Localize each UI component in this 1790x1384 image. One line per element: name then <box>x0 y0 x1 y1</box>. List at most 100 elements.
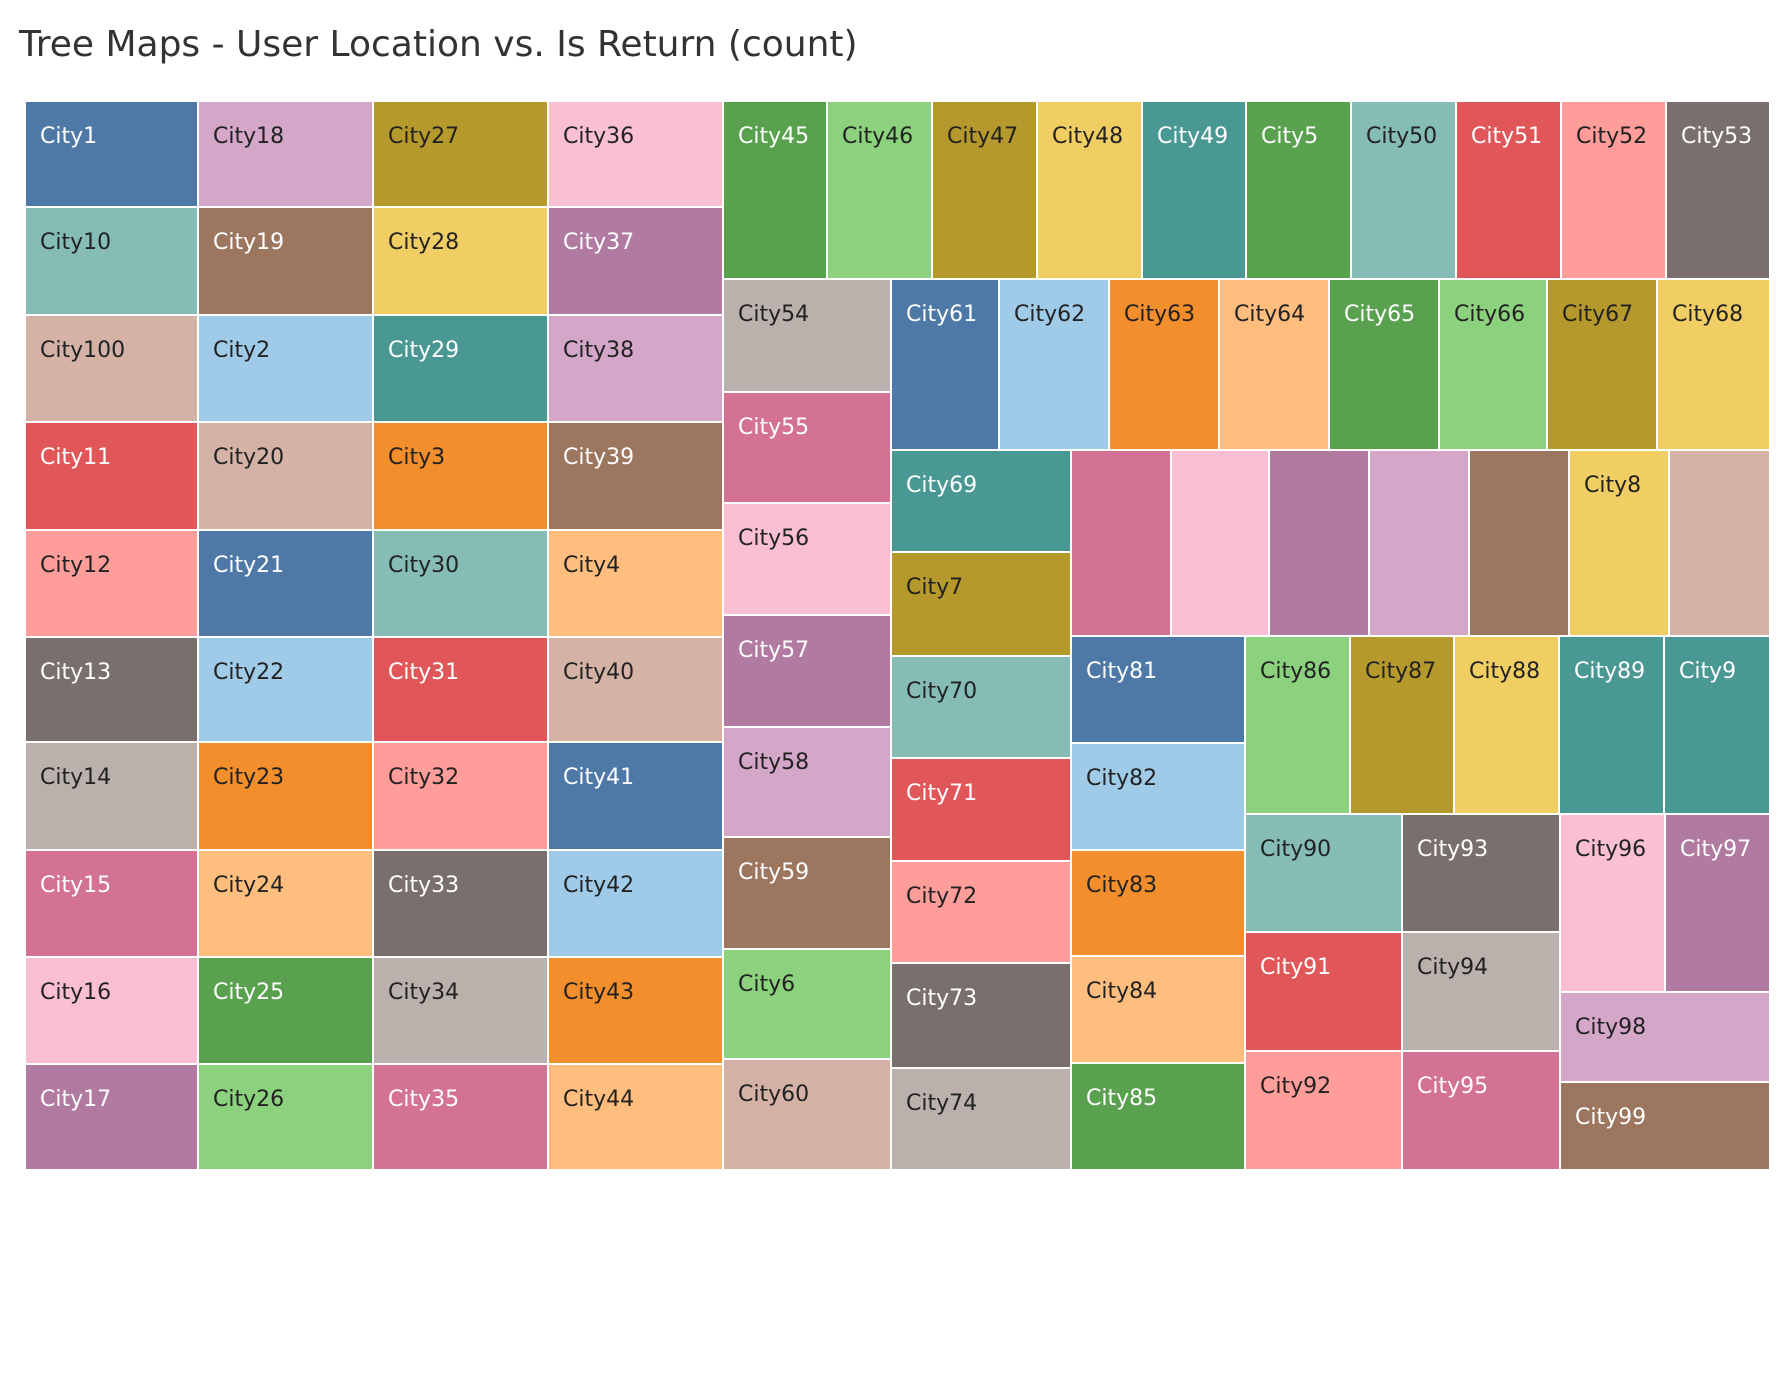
tile-city58[interactable] <box>722 726 892 838</box>
tile-city25[interactable] <box>197 956 374 1065</box>
tile-city40[interactable] <box>547 636 724 743</box>
tile-city70[interactable] <box>890 655 1072 759</box>
tile-city38[interactable] <box>547 314 724 423</box>
tile-city2[interactable] <box>197 314 374 423</box>
tile-city62[interactable] <box>998 278 1110 451</box>
tile-city92[interactable] <box>1244 1050 1403 1171</box>
tile-city56[interactable] <box>722 502 892 616</box>
tile-city13[interactable] <box>24 636 199 743</box>
tile-city72[interactable] <box>890 860 1072 964</box>
tile-city37[interactable] <box>547 206 724 316</box>
tile-city46[interactable] <box>826 100 933 280</box>
tile-city24[interactable] <box>197 849 374 958</box>
tile-city52[interactable] <box>1560 100 1667 280</box>
tile-city95[interactable] <box>1401 1050 1561 1171</box>
tile-city94[interactable] <box>1401 931 1561 1052</box>
tile-city43[interactable] <box>547 956 724 1065</box>
tile-city6[interactable] <box>722 948 892 1060</box>
tile-city16[interactable] <box>24 956 199 1065</box>
tile-unlabeled-79[interactable] <box>1668 449 1771 637</box>
tile-label-city25: City25 <box>213 980 284 1005</box>
tile-city18[interactable] <box>197 100 374 208</box>
tile-city98[interactable] <box>1559 991 1771 1083</box>
tile-city15[interactable] <box>24 849 199 958</box>
tile-unlabeled-74[interactable] <box>1170 449 1270 637</box>
tile-unlabeled-75[interactable] <box>1268 449 1370 637</box>
tile-city96[interactable] <box>1559 813 1666 993</box>
tile-unlabeled-73[interactable] <box>1070 449 1172 637</box>
tile-city50[interactable] <box>1350 100 1457 280</box>
tile-city39[interactable] <box>547 421 724 531</box>
tile-city45[interactable] <box>722 100 828 280</box>
tile-city81[interactable] <box>1070 635 1246 744</box>
tile-city97[interactable] <box>1664 813 1771 993</box>
tile-city69[interactable] <box>890 449 1072 553</box>
tile-city3[interactable] <box>372 421 549 531</box>
tile-city55[interactable] <box>722 391 892 504</box>
tile-city31[interactable] <box>372 636 549 743</box>
tile-city51[interactable] <box>1455 100 1562 280</box>
tile-city7[interactable] <box>890 551 1072 657</box>
tile-city88[interactable] <box>1453 635 1560 815</box>
tile-city21[interactable] <box>197 529 374 638</box>
tile-city8[interactable] <box>1568 449 1670 637</box>
tile-city99[interactable] <box>1559 1081 1771 1171</box>
tile-city41[interactable] <box>547 741 724 851</box>
tile-city53[interactable] <box>1665 100 1771 280</box>
tile-city90[interactable] <box>1244 813 1403 933</box>
tile-city82[interactable] <box>1070 742 1246 851</box>
tile-city89[interactable] <box>1558 635 1665 815</box>
tile-city20[interactable] <box>197 421 374 531</box>
tile-city65[interactable] <box>1328 278 1440 451</box>
tile-city54[interactable] <box>722 278 892 393</box>
tile-city36[interactable] <box>547 100 724 208</box>
tile-city44[interactable] <box>547 1063 724 1171</box>
tile-unlabeled-76[interactable] <box>1368 449 1470 637</box>
tile-city12[interactable] <box>24 529 199 638</box>
tile-city68[interactable] <box>1656 278 1771 451</box>
tile-city73[interactable] <box>890 962 1072 1069</box>
tile-city87[interactable] <box>1349 635 1455 815</box>
tile-label-city59: City59 <box>738 860 809 885</box>
tile-city42[interactable] <box>547 849 724 958</box>
tile-city84[interactable] <box>1070 955 1246 1064</box>
tile-city59[interactable] <box>722 836 892 950</box>
tile-city66[interactable] <box>1438 278 1548 451</box>
tile-unlabeled-77[interactable] <box>1468 449 1570 637</box>
tile-city35[interactable] <box>372 1063 549 1171</box>
tile-city30[interactable] <box>372 529 549 638</box>
tile-city33[interactable] <box>372 849 549 958</box>
tile-city4[interactable] <box>547 529 724 638</box>
tile-city85[interactable] <box>1070 1062 1246 1171</box>
tile-city9[interactable] <box>1663 635 1771 815</box>
tile-city19[interactable] <box>197 206 374 316</box>
tile-city17[interactable] <box>24 1063 199 1171</box>
tile-city28[interactable] <box>372 206 549 316</box>
tile-city10[interactable] <box>24 206 199 316</box>
tile-city26[interactable] <box>197 1063 374 1171</box>
tile-label-city50: City50 <box>1366 124 1437 149</box>
tile-city63[interactable] <box>1108 278 1220 451</box>
tile-city27[interactable] <box>372 100 549 208</box>
tile-city47[interactable] <box>931 100 1038 280</box>
tile-city23[interactable] <box>197 741 374 851</box>
tile-city67[interactable] <box>1546 278 1658 451</box>
tile-city22[interactable] <box>197 636 374 743</box>
tile-city64[interactable] <box>1218 278 1330 451</box>
tile-city86[interactable] <box>1244 635 1351 815</box>
tile-city93[interactable] <box>1401 813 1561 933</box>
tile-city32[interactable] <box>372 741 549 851</box>
tile-city83[interactable] <box>1070 849 1246 957</box>
tile-city74[interactable] <box>890 1067 1072 1171</box>
tile-city1[interactable] <box>24 100 199 208</box>
tile-city91[interactable] <box>1244 931 1403 1052</box>
tile-city57[interactable] <box>722 614 892 728</box>
tile-city29[interactable] <box>372 314 549 423</box>
tile-city60[interactable] <box>722 1058 892 1171</box>
tile-city100[interactable] <box>24 314 199 423</box>
tile-city14[interactable] <box>24 741 199 851</box>
tile-label-city6: City6 <box>738 972 795 997</box>
tile-city34[interactable] <box>372 956 549 1065</box>
tile-city11[interactable] <box>24 421 199 531</box>
tile-city71[interactable] <box>890 757 1072 862</box>
